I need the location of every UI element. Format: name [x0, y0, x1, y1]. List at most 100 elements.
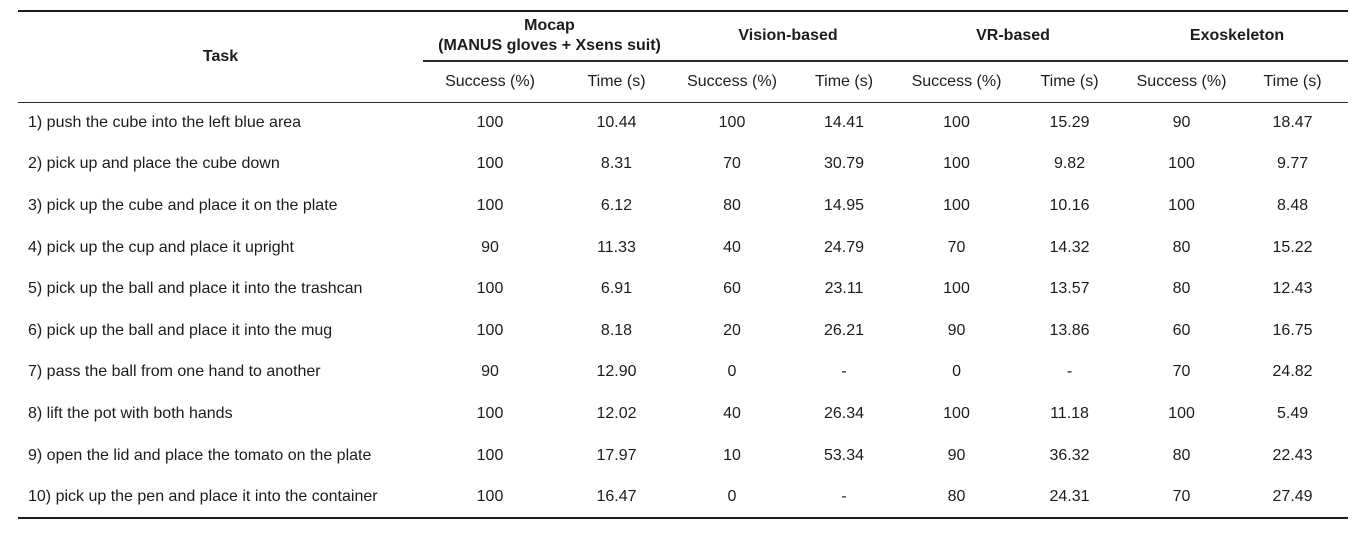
value-cell: 9.82 [1053, 155, 1086, 173]
value-cell: 5.49 [1276, 404, 1309, 422]
table-row: 2) pick up and place the cube down 100 8… [18, 144, 1348, 186]
subheader-exoskeleton-time: Time (s) [1237, 61, 1349, 103]
value-cell: 16.47 [596, 487, 637, 505]
value-cell: 80 [723, 196, 741, 214]
value-cell: 24.82 [1272, 363, 1313, 381]
subheader-vr-success: Success (%) [900, 61, 1014, 103]
paper-page: Task Mocap (MANUS gloves + Xsens suit) V… [0, 10, 1366, 535]
value-cell: 24.31 [1049, 487, 1090, 505]
group-header-mocap: Mocap (MANUS gloves + Xsens suit) [423, 11, 676, 62]
subheader-vision-time: Time (s) [788, 61, 901, 103]
value-cell: 11.18 [1050, 404, 1089, 422]
value-cell: 100 [476, 487, 504, 505]
table-row: 1) push the cube into the left blue area… [18, 102, 1348, 144]
value-cell: - [841, 487, 847, 505]
value-cell: 40 [723, 238, 741, 256]
value-cell: 9.77 [1276, 155, 1309, 173]
task-cell: 9) open the lid and place the tomato on … [28, 446, 372, 464]
task-cell: 1) push the cube into the left blue area [28, 114, 302, 132]
task-cell: 6) pick up the ball and place it into th… [28, 321, 333, 339]
value-cell: 80 [1172, 238, 1191, 256]
value-cell: 53.34 [823, 446, 865, 464]
value-cell: 6.91 [600, 280, 633, 298]
value-cell: 0 [727, 363, 737, 381]
value-cell: - [1066, 363, 1073, 381]
value-cell: 100 [1168, 196, 1195, 214]
table-row: 3) pick up the cube and place it on the … [18, 185, 1348, 227]
value-cell: 70 [1172, 487, 1191, 505]
value-cell: 100 [943, 155, 970, 173]
value-cell: 8.31 [600, 155, 633, 173]
value-cell: 100 [943, 114, 970, 132]
value-cell: 12.90 [596, 363, 637, 381]
group-sublabel-mocap: (MANUS gloves + Xsens suit) [438, 37, 661, 54]
task-cell: 3) pick up the cube and place it on the … [28, 196, 338, 214]
group-header-vr: VR-based [900, 11, 1127, 62]
value-cell: 100 [718, 114, 746, 132]
value-cell: 0 [727, 487, 737, 505]
value-cell: 26.21 [823, 321, 865, 339]
value-cell: 80 [1172, 280, 1191, 298]
value-cell: 8.48 [1276, 196, 1309, 214]
table-row: 8) lift the pot with both hands 100 12.0… [18, 393, 1348, 435]
subheader-vision-success: Success (%) [676, 61, 788, 103]
value-cell: 100 [476, 155, 504, 173]
value-cell: 60 [1172, 321, 1191, 339]
task-cell: 8) lift the pot with both hands [28, 404, 233, 422]
value-cell: 70 [1172, 363, 1191, 381]
subheader-mocap-time: Time (s) [557, 61, 676, 103]
value-cell: 13.57 [1049, 280, 1090, 298]
group-label-mocap: Mocap [524, 17, 575, 34]
task-cell: 10) pick up the pen and place it into th… [28, 487, 378, 505]
task-column-header: Task [18, 11, 423, 103]
task-cell: 5) pick up the ball and place it into th… [28, 280, 363, 298]
task-cell: 7) pass the ball from one hand to anothe… [28, 363, 321, 381]
value-cell: 20 [723, 321, 741, 339]
value-cell: 10.44 [596, 114, 637, 132]
value-cell: 27.49 [1272, 487, 1313, 505]
subheader-row: Success (%) Time (s) Success (%) Time (s… [18, 61, 1349, 103]
value-cell: 100 [943, 404, 970, 422]
group-header-row: Task Mocap (MANUS gloves + Xsens suit) V… [18, 11, 1349, 103]
subheader-exoskeleton-success: Success (%) [1126, 61, 1238, 103]
value-cell: 14.32 [1049, 238, 1090, 256]
value-cell: 23.11 [824, 280, 864, 298]
value-cell: 80 [947, 487, 966, 505]
value-cell: 15.29 [1049, 114, 1090, 132]
value-cell: 90 [947, 446, 966, 464]
value-cell: 11.33 [597, 238, 636, 256]
results-table: Task Mocap (MANUS gloves + Xsens suit) V… [18, 10, 1349, 519]
table-row: 10) pick up the pen and place it into th… [18, 476, 1348, 518]
group-header-vision: Vision-based [676, 11, 901, 62]
value-cell: 70 [723, 155, 741, 173]
value-cell: 90 [481, 238, 499, 256]
value-cell: 12.43 [1272, 280, 1313, 298]
value-cell: 100 [943, 280, 970, 298]
value-cell: 100 [476, 280, 504, 298]
value-cell: 100 [476, 404, 504, 422]
value-cell: 40 [723, 404, 741, 422]
value-cell: 100 [476, 321, 504, 339]
value-cell: 90 [481, 363, 499, 381]
value-cell: 100 [1168, 404, 1195, 422]
value-cell: 100 [476, 114, 504, 132]
value-cell: 18.47 [1272, 114, 1313, 132]
value-cell: 17.97 [596, 446, 637, 464]
value-cell: 90 [1172, 114, 1191, 132]
value-cell: 24.79 [823, 238, 865, 256]
value-cell: 14.41 [823, 114, 865, 132]
subheader-mocap-success: Success (%) [423, 61, 557, 103]
subheader-vr-time: Time (s) [1013, 61, 1127, 103]
value-cell: 13.86 [1049, 321, 1090, 339]
value-cell: 16.75 [1272, 321, 1313, 339]
value-cell: 90 [947, 321, 966, 339]
value-cell: 6.12 [600, 196, 633, 214]
table-row: 4) pick up the cup and place it upright … [18, 227, 1348, 269]
value-cell: 26.34 [823, 404, 865, 422]
task-cell: 2) pick up and place the cube down [28, 155, 280, 173]
value-cell: 15.22 [1272, 238, 1313, 256]
value-cell: - [841, 363, 847, 381]
table-row: 5) pick up the ball and place it into th… [18, 268, 1348, 310]
task-cell: 4) pick up the cup and place it upright [28, 238, 294, 256]
value-cell: 60 [723, 280, 741, 298]
